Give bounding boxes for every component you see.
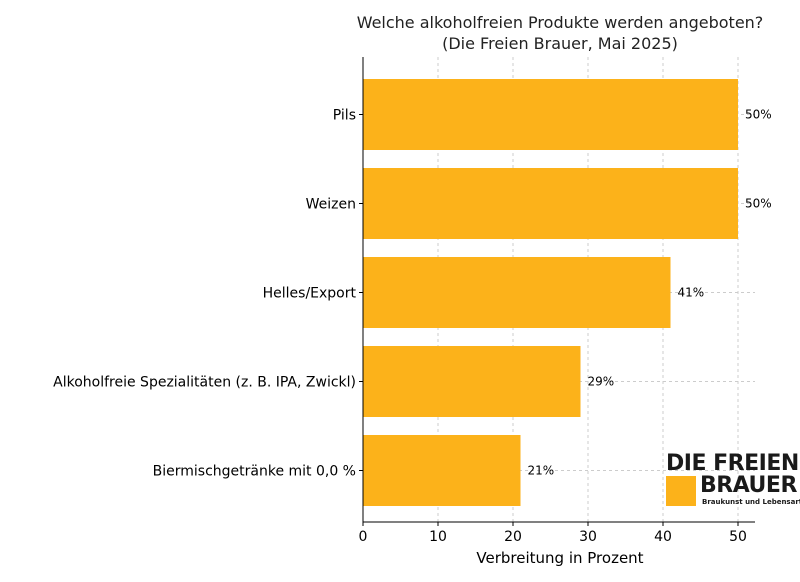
x-tick-label-10: 10 — [429, 529, 447, 545]
x-axis-label: Verbreitung in Prozent — [476, 549, 643, 567]
category-label-2: Helles/Export — [263, 286, 357, 302]
x-tick-label-30: 30 — [579, 529, 597, 545]
bars — [363, 79, 738, 506]
data-labels: 50% 50% 41% 29% 21% — [528, 108, 772, 478]
category-labels: Pils Weizen Helles/Export Alkoholfreie Spez… — [53, 108, 363, 480]
data-label-4: 21% — [528, 464, 555, 478]
data-label-0: 50% — [745, 108, 772, 122]
x-tick-label-50: 50 — [729, 529, 747, 545]
x-tick-label-0: 0 — [359, 529, 368, 545]
category-label-0: Pils — [333, 108, 356, 124]
bar-2 — [363, 257, 671, 328]
bar-0 — [363, 79, 738, 150]
category-label-3: Alkoholfreie Spezialitäten (z. B. IPA, Z… — [53, 375, 356, 391]
category-label-4: Biermischgetränke mit 0,0 % — [153, 464, 356, 480]
logo-accent-square — [666, 476, 696, 506]
bar-3 — [363, 346, 581, 417]
data-label-2: 41% — [678, 286, 705, 300]
data-label-1: 50% — [745, 197, 772, 211]
chart-subtitle: (Die Freien Brauer, Mai 2025) — [442, 34, 678, 53]
logo-tagline: Braukunst und Lebensart — [702, 498, 800, 506]
logo-line1: DIE FREIEN — [666, 451, 799, 476]
brand-logo: DIE FREIEN BRAUER Braukunst und Lebensar… — [664, 453, 800, 509]
x-tick-label-20: 20 — [504, 529, 522, 545]
x-ticks: 0 10 20 30 40 50 — [359, 522, 747, 545]
bar-1 — [363, 168, 738, 239]
chart-title: Welche alkoholfreien Produkte werden ang… — [357, 13, 764, 32]
data-label-3: 29% — [588, 375, 615, 389]
bar-4 — [363, 435, 521, 506]
logo-line2: BRAUER — [700, 473, 797, 498]
x-tick-label-40: 40 — [654, 529, 672, 545]
category-label-1: Weizen — [306, 197, 356, 213]
axes — [362, 57, 755, 523]
